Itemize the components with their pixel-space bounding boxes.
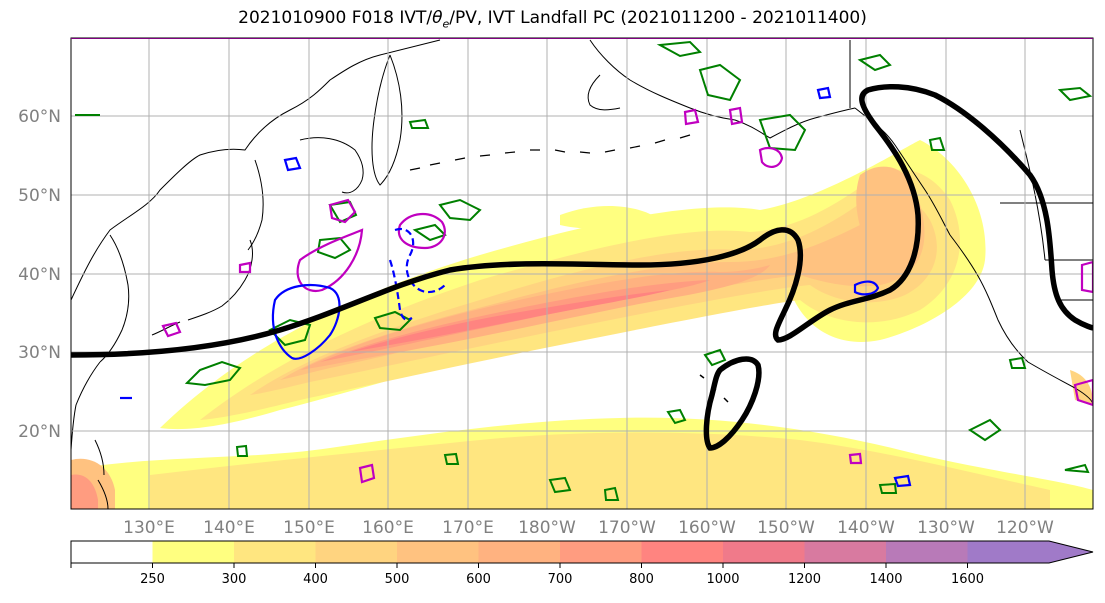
lon-label-160w: 160°W [678,518,736,538]
colorbar-segment [723,541,805,563]
colorbar: 250 300 400 500 600 700 800 1000 1200 1400 1600 [70,540,1094,587]
theta-e-contours [75,40,1093,501]
colorbar-tick-label: 700 [548,572,573,587]
lon-label-150e: 150°E [283,518,335,538]
lon-label-140e: 140°E [203,518,255,538]
lat-label-40n: 40°N [18,265,61,285]
colorbar-extension-arrow [967,541,1093,563]
colorbar-segment [397,541,479,563]
colorbar-segment [886,541,968,563]
colorbar-segment [641,541,724,563]
colorbar-segment [71,541,153,563]
colorbar-tick-label: 1000 [706,572,739,587]
colorbar-tick-label: 800 [629,572,654,587]
lat-label-30n: 30°N [18,343,61,363]
map-title: 2021010900 F018 IVT/θe/PV, IVT Landfall … [238,8,867,31]
ivt-landfall-pc-contour [71,83,1093,451]
lon-label-120w: 120°W [996,518,1054,538]
lat-label-50n: 50°N [18,186,61,206]
colorbar-tick-label: 1200 [788,572,821,587]
latitude-labels: 60°N 50°N 40°N 30°N 20°N [18,107,61,442]
lon-label-180w: 180°W [518,518,576,538]
lon-label-160e: 160°E [362,518,414,538]
colorbar-tick-label: 1400 [869,572,902,587]
coastlines [71,39,1093,509]
colorbar-tick-label: 400 [303,572,328,587]
colorbar-tick-label: 300 [222,572,247,587]
pv-negative-contours [120,86,912,488]
colorbar-outline [70,540,1094,564]
colorbar-segment [804,541,887,563]
gridlines [71,38,1093,509]
colorbar-tick-label: 500 [385,572,410,587]
colorbar-tick-label: 1600 [951,572,984,587]
colorbar-segment [152,541,235,563]
lon-label-150w: 150°W [757,518,815,538]
lat-label-20n: 20°N [18,422,61,442]
longitude-labels: 130°E 140°E 150°E 160°E 170°E 180°W 170°… [123,518,1054,538]
colorbar-segment [315,541,398,563]
colorbar-segment [560,541,642,563]
colorbar-segment [234,541,316,563]
lon-label-130w: 130°W [917,518,975,538]
lon-label-170w: 170°W [598,518,656,538]
lat-label-60n: 60°N [18,107,61,127]
lon-label-140w: 140°W [837,518,895,538]
colorbar-tick-label: 600 [466,572,491,587]
colorbar-tick-label: 250 [140,572,165,587]
lon-label-130e: 130°E [123,518,175,538]
lon-label-170e: 170°E [442,518,494,538]
colorbar-segment [478,541,561,563]
